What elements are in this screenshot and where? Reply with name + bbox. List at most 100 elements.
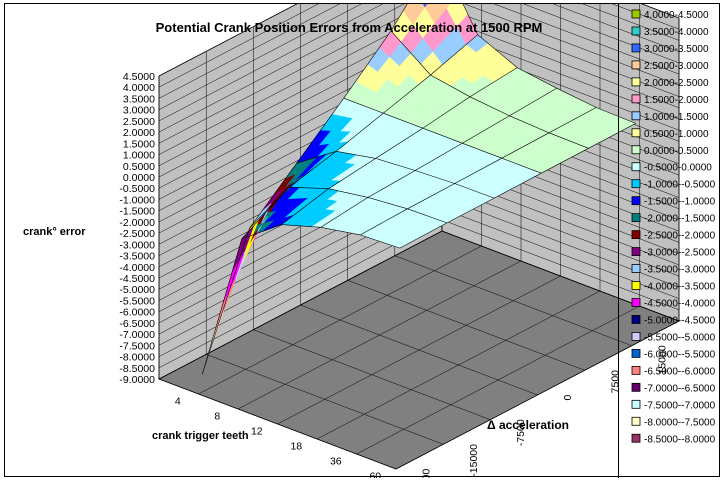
legend-label: 4.0000-4.5000 xyxy=(644,10,709,21)
x-tick-label: 60 xyxy=(369,471,381,479)
z-tick-label: -5.0000 xyxy=(119,284,155,296)
legend-swatch xyxy=(631,365,641,375)
x-axis-ticks: 4 8 12 18 36 60 xyxy=(175,396,381,479)
z-tick-label: -4.0000 xyxy=(119,262,155,274)
z-tick-label: -1.5000 xyxy=(119,206,155,218)
surface-mesh-line xyxy=(399,123,636,249)
legend-swatch xyxy=(631,111,641,121)
surface-mesh-line xyxy=(390,30,589,149)
surface-mesh-line xyxy=(343,97,542,174)
x-gridline xyxy=(237,4,522,410)
z-tick-label: 2.0000 xyxy=(123,127,155,139)
legend-swatch xyxy=(631,179,641,189)
z-axis-label: crank° error xyxy=(23,226,86,238)
legend-swatch xyxy=(631,348,641,358)
legend-swatch xyxy=(631,281,641,290)
legend-label: 1.0000-1.5000 xyxy=(644,112,709,123)
z-tick-label: -3.5000 xyxy=(119,251,155,263)
y-tick-label: 0 xyxy=(562,395,574,401)
z-tick-label: -9.0000 xyxy=(119,374,155,386)
surface-mesh-line xyxy=(462,4,636,124)
legend-swatch xyxy=(631,399,641,409)
x-tick-label: 8 xyxy=(214,411,220,423)
z-tick-label: -3.0000 xyxy=(119,239,155,251)
chart-frame: 4.5000 4.0000 3.5000 3.0000 2.5000 2.0000 1.50… xyxy=(4,3,720,479)
legend-swatch xyxy=(631,128,641,138)
surface-patch xyxy=(443,4,450,9)
x-tick-label: 36 xyxy=(330,456,342,468)
legend-label: -8.0000--7.5000 xyxy=(644,417,716,428)
legend-label: -4.0000--3.5000 xyxy=(644,282,716,293)
legend-label: 2.5000-3.0000 xyxy=(644,61,709,72)
y-axis-label: Δ acceleration xyxy=(487,418,569,432)
surface-plot xyxy=(202,4,637,375)
legend-swatch xyxy=(631,77,641,87)
legend-swatch xyxy=(631,298,641,307)
x-axis-label: crank trigger teeth xyxy=(152,430,249,442)
legend-swatch xyxy=(631,213,641,223)
z-tick-label: -6.0000 xyxy=(119,307,155,319)
y-tick-label: 7500 xyxy=(609,370,621,394)
legend-divider xyxy=(618,4,619,478)
surface-mesh-line xyxy=(320,87,557,228)
z-tick-label: -4.5000 xyxy=(119,273,155,285)
surface-mesh-line xyxy=(202,224,400,375)
z-tick-label: -1.0000 xyxy=(119,194,155,206)
legend-swatch xyxy=(631,9,641,19)
legend-label: -7.5000--7.0000 xyxy=(644,400,716,411)
z-tick-label: 1.0000 xyxy=(123,150,155,162)
z-tick-label: -2.0000 xyxy=(119,217,155,229)
legend-label: -3.0000--2.5000 xyxy=(644,248,716,259)
legend-swatch xyxy=(631,94,641,104)
chart-title: Potential Crank Position Errors from Acc… xyxy=(156,20,543,35)
legend-label: 2.0000-2.5000 xyxy=(644,78,709,89)
chart-canvas: 4.50004.00003.50003.00002.50002.00001.50… xyxy=(23,4,716,479)
legend-label: -6.0000--5.5000 xyxy=(644,349,716,360)
legend-label: -6.5000--6.0000 xyxy=(644,366,716,377)
legend-swatch xyxy=(631,145,641,155)
y-tick-label: -30000 xyxy=(421,469,433,478)
x-gridline xyxy=(316,4,601,440)
legend-swatch xyxy=(631,162,641,172)
z-tick-label: 4.0000 xyxy=(123,82,155,94)
surface-mesh-line xyxy=(281,67,518,225)
legend-label: -5.5000--5.0000 xyxy=(644,332,716,343)
surface-mesh-line xyxy=(249,186,448,229)
legend-swatch xyxy=(631,26,641,36)
legend-swatch xyxy=(631,433,641,443)
legend-swatch xyxy=(631,264,641,273)
legend-swatch xyxy=(631,247,641,256)
legend-label: -1.0000--0.5000 xyxy=(644,180,716,191)
legend: 4.0000-4.5000 3.5000-4.0000 3.0000-3.5000 2… xyxy=(631,9,716,445)
legend-swatch xyxy=(631,43,641,53)
z-tick-label: -5.5000 xyxy=(119,295,155,307)
z-tick-label: 4.5000 xyxy=(123,71,155,83)
legend-swatch xyxy=(631,230,641,240)
y-tick-label: -15000 xyxy=(468,444,480,477)
legend-swatch xyxy=(631,60,641,70)
legend-label: 0.0000-0.5000 xyxy=(644,146,709,157)
legend-swatch xyxy=(631,382,641,392)
z-tick-label: 3.5000 xyxy=(123,93,155,105)
x-tick-label: 4 xyxy=(175,396,181,408)
z-tick-label: 1.5000 xyxy=(123,138,155,150)
z-tick-label: -7.0000 xyxy=(119,329,155,341)
x-gridline xyxy=(395,18,680,470)
x-gridline xyxy=(277,4,561,425)
legend-swatch xyxy=(631,416,641,426)
legend-swatch xyxy=(631,196,641,206)
z-tick-label: -8.0000 xyxy=(119,352,155,364)
x-tick-label: 18 xyxy=(290,441,302,453)
z-tick-label: 0.0000 xyxy=(123,172,155,184)
legend-label: -0.5000-0.0000 xyxy=(644,163,712,174)
legend-label: -4.5000--4.0000 xyxy=(644,299,716,310)
legend-swatch xyxy=(631,315,641,324)
legend-label: -2.0000--1.5000 xyxy=(644,214,716,225)
z-gridline xyxy=(158,4,680,77)
z-tick-label: 3.0000 xyxy=(123,105,155,117)
legend-label: -1.5000--1.0000 xyxy=(644,197,716,208)
z-tick-label: 0.5000 xyxy=(123,161,155,173)
z-tick-label: -8.5000 xyxy=(119,363,155,375)
legend-label: 3.5000-4.0000 xyxy=(644,27,709,38)
z-tick-label: -6.5000 xyxy=(119,318,155,330)
